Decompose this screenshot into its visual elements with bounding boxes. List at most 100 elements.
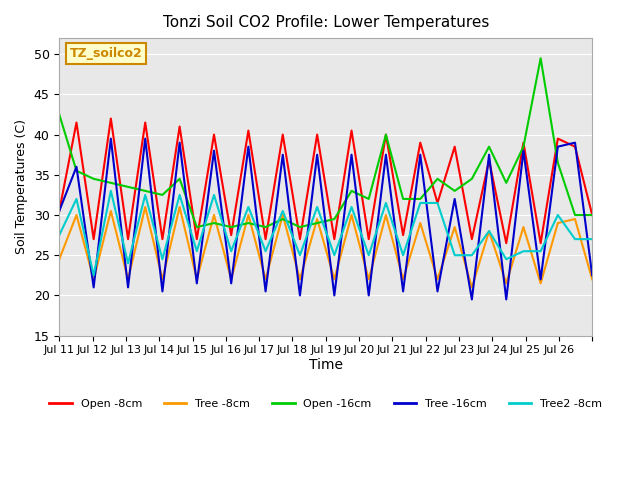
Open -16cm (262, 224, 269, 230)
Tree -8cm (399, 276, 407, 282)
Open -16cm (554, 160, 562, 166)
Open -16cm (382, 132, 390, 137)
Tree -16cm (193, 280, 201, 286)
Tree -8cm (588, 276, 596, 282)
Open -8cm (417, 140, 424, 145)
Open -16cm (520, 144, 527, 150)
Tree -16cm (56, 208, 63, 214)
Open -16cm (537, 55, 545, 61)
Tree2 -8cm (56, 232, 63, 238)
Open -16cm (141, 188, 149, 194)
Tree2 -8cm (141, 192, 149, 198)
Tree -16cm (451, 196, 458, 202)
Tree -16cm (159, 288, 166, 294)
Open -8cm (314, 132, 321, 137)
Open -8cm (210, 132, 218, 137)
Tree2 -8cm (107, 188, 115, 194)
Open -8cm (554, 136, 562, 142)
Open -16cm (279, 216, 287, 222)
Tree -8cm (107, 208, 115, 214)
Tree2 -8cm (382, 200, 390, 206)
Open -8cm (141, 120, 149, 125)
Open -16cm (296, 224, 304, 230)
Tree -8cm (451, 224, 458, 230)
Tree -16cm (588, 273, 596, 278)
Open -8cm (348, 128, 355, 133)
Tree -8cm (141, 204, 149, 210)
Tree -8cm (176, 204, 184, 210)
Tree2 -8cm (159, 256, 166, 262)
Tree2 -8cm (227, 248, 235, 254)
Open -8cm (262, 236, 269, 242)
Tree -8cm (279, 212, 287, 218)
Tree2 -8cm (279, 208, 287, 214)
Tree2 -8cm (451, 252, 458, 258)
Tree -8cm (210, 212, 218, 218)
Tree -16cm (520, 148, 527, 154)
Text: TZ_soilco2: TZ_soilco2 (70, 47, 143, 60)
Tree -8cm (90, 276, 97, 282)
Open -8cm (537, 240, 545, 246)
Tree2 -8cm (124, 260, 132, 266)
Open -16cm (72, 168, 80, 174)
Tree2 -8cm (244, 204, 252, 210)
Tree -16cm (554, 144, 562, 150)
Open -16cm (588, 212, 596, 218)
Open -16cm (193, 224, 201, 230)
Open -16cm (502, 180, 510, 186)
Tree -16cm (330, 292, 338, 298)
Tree -16cm (365, 292, 372, 298)
Open -8cm (279, 132, 287, 137)
Open -8cm (159, 236, 166, 242)
Tree -8cm (124, 276, 132, 282)
Open -8cm (520, 140, 527, 145)
Open -8cm (193, 236, 201, 242)
Tree2 -8cm (485, 228, 493, 234)
Tree -8cm (554, 220, 562, 226)
Tree -16cm (279, 152, 287, 157)
Tree -8cm (571, 216, 579, 222)
Tree -16cm (502, 297, 510, 302)
Line: Tree -16cm: Tree -16cm (60, 139, 592, 300)
Open -16cm (330, 216, 338, 222)
Tree -16cm (90, 285, 97, 290)
Tree -16cm (176, 140, 184, 145)
Tree -16cm (141, 136, 149, 142)
Open -8cm (72, 120, 80, 125)
Tree2 -8cm (72, 196, 80, 202)
Open -8cm (399, 232, 407, 238)
Tree2 -8cm (399, 252, 407, 258)
Line: Open -8cm: Open -8cm (60, 119, 592, 243)
Open -16cm (314, 220, 321, 226)
Tree -16cm (434, 288, 442, 294)
Tree -8cm (468, 285, 476, 290)
Line: Tree2 -8cm: Tree2 -8cm (60, 191, 592, 276)
Tree2 -8cm (210, 192, 218, 198)
Open -16cm (227, 224, 235, 230)
Open -8cm (296, 236, 304, 242)
Tree2 -8cm (588, 236, 596, 242)
Tree -16cm (417, 152, 424, 157)
Tree -8cm (485, 228, 493, 234)
Tree2 -8cm (90, 273, 97, 278)
Tree -8cm (330, 276, 338, 282)
Open -16cm (399, 196, 407, 202)
Open -16cm (159, 192, 166, 198)
Tree -8cm (159, 276, 166, 282)
Tree -16cm (571, 140, 579, 145)
Tree -8cm (72, 212, 80, 218)
Open -16cm (365, 196, 372, 202)
Open -8cm (244, 128, 252, 133)
Line: Open -16cm: Open -16cm (60, 58, 592, 227)
Tree2 -8cm (314, 204, 321, 210)
Open -8cm (502, 240, 510, 246)
Tree -8cm (348, 212, 355, 218)
Tree -8cm (417, 220, 424, 226)
Tree -8cm (56, 256, 63, 262)
Tree -8cm (434, 276, 442, 282)
Tree -16cm (468, 297, 476, 302)
Tree -16cm (399, 288, 407, 294)
Tree -8cm (382, 212, 390, 218)
Open -8cm (365, 236, 372, 242)
Open -8cm (90, 236, 97, 242)
